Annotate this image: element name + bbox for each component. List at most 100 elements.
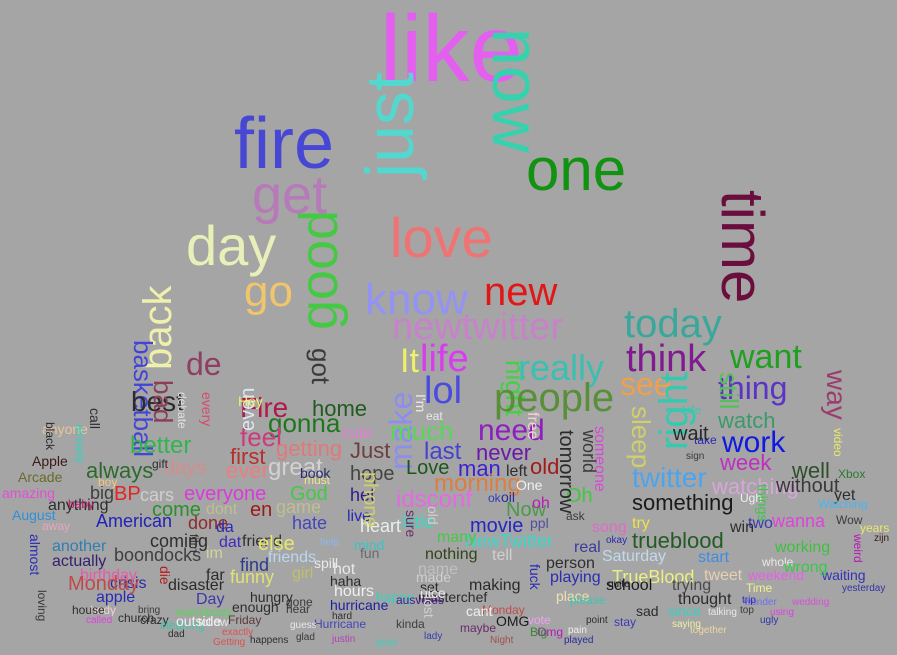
word-2: fire	[234, 104, 335, 184]
word-174: justin	[332, 634, 356, 645]
word-183: live	[347, 508, 372, 525]
word-5: get	[252, 165, 328, 225]
word-230: outside	[176, 613, 222, 629]
word-120: since	[668, 603, 701, 619]
word-16: got	[306, 348, 336, 385]
word-116: hurricane	[330, 597, 389, 613]
word-214: else	[258, 533, 295, 555]
word-119: sad	[636, 603, 659, 619]
word-144: talking	[708, 607, 737, 618]
word-47: work	[722, 426, 786, 459]
word-72: yet	[834, 487, 856, 504]
word-88: friend	[242, 533, 283, 550]
word-177: guess	[290, 620, 317, 631]
word-215: far	[206, 567, 225, 584]
word-166: Day	[196, 591, 225, 608]
word-10: go	[244, 267, 293, 316]
word-117: masterchef	[418, 589, 488, 605]
word-241: nice	[420, 585, 446, 601]
word-103: funny	[230, 567, 275, 587]
word-217: cute	[342, 425, 373, 442]
word-69: morning	[434, 470, 521, 497]
word-104: girl	[292, 565, 314, 582]
word-243: already	[73, 424, 87, 464]
word-106: made	[416, 569, 452, 585]
word-140: yesterday	[842, 583, 886, 594]
word-204: sign	[686, 451, 705, 462]
word-30: best	[131, 386, 184, 417]
word-33: still	[714, 372, 744, 410]
word-20: really	[518, 347, 605, 388]
word-169: everybody	[176, 605, 232, 619]
word-52: ever	[226, 458, 269, 483]
word-39: need	[478, 414, 545, 447]
word-110: trying	[672, 577, 712, 594]
word-96: nothing	[425, 546, 478, 563]
word-82: trueblood	[632, 528, 724, 553]
word-68: het	[350, 485, 376, 505]
word-42: better	[130, 432, 192, 459]
word-66: everyone	[184, 483, 267, 505]
word-238: world	[579, 430, 599, 474]
word-46: last	[424, 438, 462, 465]
word-109: school	[606, 577, 653, 594]
word-123: Monday	[482, 603, 525, 617]
word-234: phone	[359, 472, 381, 528]
word-155: away	[42, 519, 71, 533]
word-113: enough	[232, 599, 279, 615]
word-157: apple	[96, 589, 136, 606]
word-8: love	[390, 206, 493, 269]
word-244: black	[43, 422, 57, 451]
word-171: exactly	[222, 627, 254, 638]
word-154: ask	[566, 509, 585, 523]
word-51: days	[164, 457, 207, 479]
word-196: please	[570, 593, 606, 607]
word-1: now	[478, 28, 554, 153]
word-108: playing	[550, 569, 601, 586]
word-90: real	[574, 539, 601, 556]
word-57: old	[530, 454, 560, 479]
word-206: try	[632, 515, 650, 532]
word-13: newtwitter	[392, 306, 564, 348]
word-213: da	[216, 519, 234, 536]
word-97: Saturday	[602, 548, 667, 565]
word-76: dat	[219, 534, 242, 551]
word-180: happy	[376, 589, 415, 605]
word-28: people	[494, 376, 615, 420]
word-235: tomorrow	[555, 430, 577, 514]
word-59: well	[792, 458, 830, 483]
word-211: game	[276, 497, 322, 517]
word-49: first	[230, 444, 266, 469]
word-4: one	[526, 136, 627, 203]
word-163: called	[86, 615, 113, 626]
word-139: zijn	[874, 533, 890, 544]
word-22: want	[730, 338, 802, 376]
word-55: Love	[406, 457, 450, 479]
word-222: must	[304, 473, 331, 487]
word-122: OMG	[496, 613, 530, 629]
word-255: loving	[35, 590, 49, 622]
word-111: Time	[746, 581, 773, 595]
word-184: mind	[354, 537, 385, 553]
word-21: think	[626, 338, 707, 380]
word-63: big	[90, 483, 115, 503]
word-36: home	[312, 396, 368, 421]
word-142: wedding	[792, 597, 830, 608]
word-187: set	[420, 579, 439, 595]
word-145: point	[586, 615, 608, 626]
word-35: Fire	[240, 392, 289, 423]
word-6: time	[709, 190, 776, 304]
word-135: Apple	[32, 453, 68, 469]
word-75: done	[188, 513, 229, 533]
word-252: lost	[421, 596, 437, 618]
word-121: church	[118, 611, 155, 625]
word-92: working	[775, 539, 831, 556]
word-165: cleaning	[160, 618, 205, 632]
word-220: fun	[360, 545, 380, 561]
word-7: day	[186, 214, 277, 277]
word-67: God	[290, 483, 328, 505]
word-131: together	[690, 625, 727, 636]
word-162: bring	[138, 605, 161, 616]
word-58: week	[720, 450, 772, 475]
word-112: thought	[678, 591, 732, 608]
